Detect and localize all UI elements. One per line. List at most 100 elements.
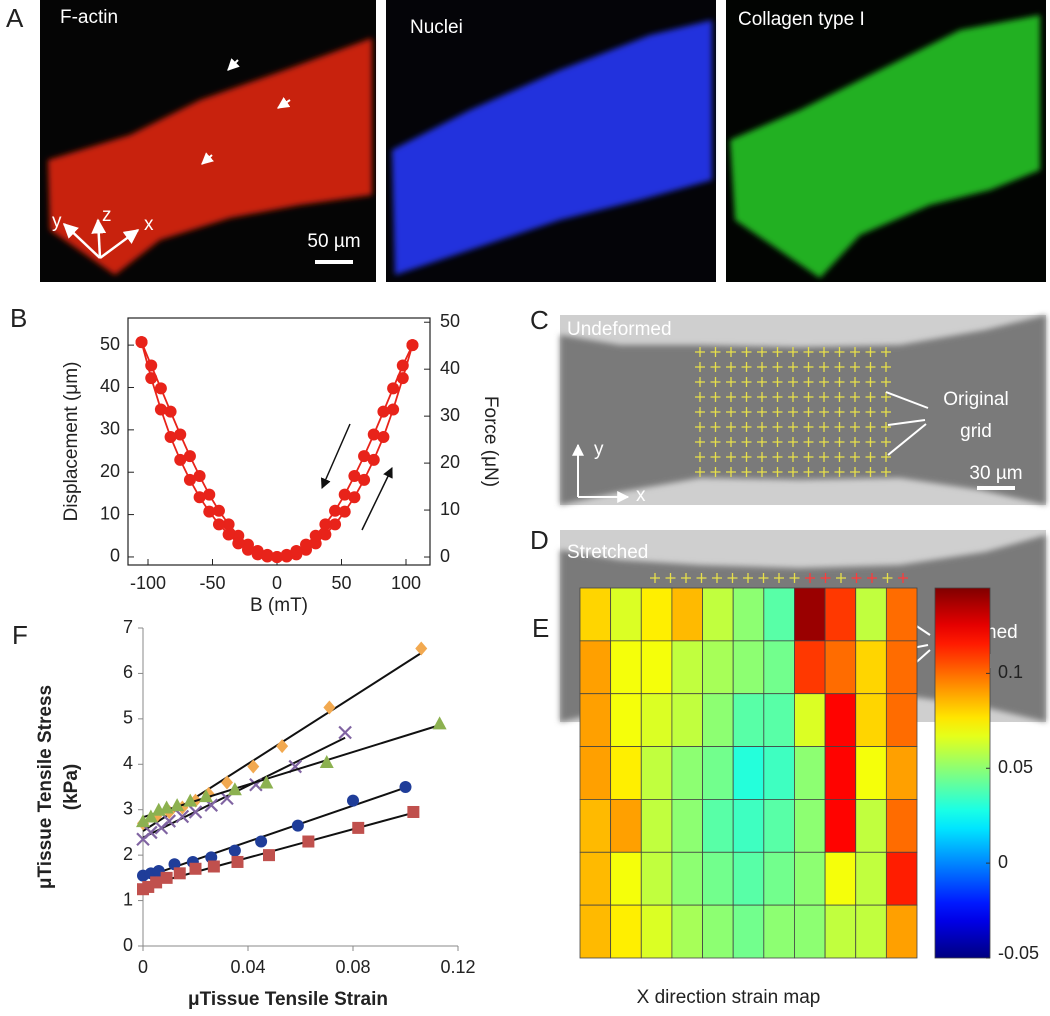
grid-cross	[834, 347, 845, 357]
marker	[174, 453, 187, 466]
x-axis-label: B (mT)	[250, 595, 308, 616]
trend-line	[142, 811, 414, 888]
grid-cross	[741, 452, 752, 462]
panel-label: E	[532, 613, 549, 643]
heatmap-cell	[885, 746, 918, 800]
marker	[164, 405, 177, 418]
heatmap-cell	[824, 587, 857, 642]
leader-line	[887, 419, 926, 426]
y-axis-label: μTissue Tensile Stress	[35, 685, 56, 889]
y2-tick-label: 30	[440, 405, 460, 425]
grid-cross	[881, 452, 891, 462]
marker	[290, 545, 303, 558]
heatmap-cell	[579, 799, 612, 853]
grid-cross	[819, 422, 829, 432]
grid-cross	[819, 347, 829, 357]
grid-cross	[757, 437, 767, 447]
marker	[348, 470, 361, 483]
heatmap-cell	[732, 904, 765, 959]
grid-cross	[834, 422, 845, 432]
grid-cross	[805, 573, 815, 583]
grid-cross	[772, 422, 783, 432]
y-tick-label: 2	[123, 844, 133, 864]
heatmap-cell	[671, 640, 703, 695]
heatmap-cell	[671, 693, 703, 747]
grid-cross	[803, 392, 814, 402]
y-tick-label: 50	[100, 334, 120, 354]
arrowhead	[201, 152, 215, 165]
heatmap-cell	[579, 904, 612, 959]
grid-cross	[834, 407, 845, 417]
grid-cross	[757, 362, 767, 372]
marker	[319, 528, 332, 541]
marker	[170, 798, 185, 812]
heatmap-cell	[824, 746, 857, 800]
y2-tick-label: 50	[440, 311, 460, 331]
direction-arrow	[361, 467, 393, 531]
heatmap-cell	[610, 746, 642, 800]
marker	[150, 876, 163, 889]
marker	[319, 755, 334, 769]
grid-cross	[834, 467, 845, 477]
grid-cross	[819, 467, 829, 477]
heatmap-cell	[732, 640, 765, 695]
x-tick-label: -100	[130, 573, 166, 593]
grid-cross	[710, 452, 721, 462]
grid-cross	[834, 392, 845, 402]
heatmap-cell	[640, 904, 673, 959]
heatmap-cell	[610, 640, 642, 695]
marker	[193, 470, 206, 483]
grid-cross	[772, 437, 783, 447]
grid-cross	[710, 377, 721, 387]
marker	[377, 405, 390, 418]
axis-label: z	[102, 205, 112, 226]
heatmap-cell	[794, 693, 826, 747]
grid-cross	[726, 467, 736, 477]
panel-a: F-actin Nuclei Collagen type I 50 µm y z…	[40, 0, 1046, 282]
grid-cross	[695, 362, 705, 372]
heatmap-cell	[702, 640, 734, 695]
grid-cross	[741, 392, 752, 402]
grid-cross	[788, 422, 798, 432]
heatmap-cell	[824, 693, 857, 747]
heatmap-cell	[855, 851, 887, 906]
heatmap-cell	[885, 640, 918, 695]
marker	[367, 428, 380, 441]
grid-cross	[758, 573, 769, 583]
y-tick-label: 7	[123, 617, 133, 637]
marker	[199, 789, 213, 803]
grid-cross	[710, 392, 721, 402]
y-tick-label: 10	[100, 503, 120, 523]
marker	[188, 805, 203, 819]
grid-cross	[741, 377, 752, 387]
grid-cross	[803, 437, 814, 447]
arrowhead	[227, 58, 240, 71]
channel-label: F-actin	[60, 7, 118, 28]
marker	[358, 473, 371, 486]
heatmap-cell	[732, 693, 765, 747]
grid-cross	[757, 347, 767, 357]
marker	[259, 775, 274, 789]
grid-cross	[803, 467, 814, 477]
colorbar-tick-label: 0.1	[998, 662, 1023, 682]
image-title: Undeformed	[567, 319, 672, 340]
grid-cross	[772, 347, 783, 357]
grid-cross	[819, 452, 829, 462]
grid-cross	[726, 437, 736, 447]
marker	[228, 844, 241, 857]
grid-cross	[726, 422, 736, 432]
marker	[164, 431, 177, 444]
heatmap-cell	[794, 746, 826, 800]
trend-line	[142, 786, 406, 879]
grid-cross	[712, 573, 722, 583]
grid-cross	[788, 347, 798, 357]
marker	[302, 835, 315, 848]
marker	[261, 550, 274, 563]
panel-c: Undeformed Original grid 30 µm y x	[560, 315, 1046, 506]
annotation: grid	[960, 421, 992, 442]
grid-cross	[710, 422, 721, 432]
marker	[329, 518, 342, 531]
heatmap-cell	[794, 851, 826, 906]
marker	[247, 759, 260, 774]
series-line	[140, 341, 414, 558]
